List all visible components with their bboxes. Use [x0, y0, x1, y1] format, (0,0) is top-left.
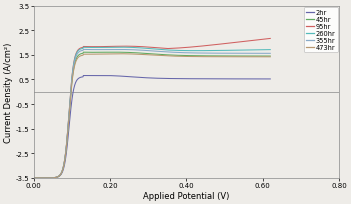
2hr [97, 75, 101, 77]
260hr [194, 50, 199, 53]
355hr [32, 177, 36, 179]
2hr [32, 177, 36, 179]
Legend: 2hr, 45hr, 95hr, 260hr, 355hr, 473hr: 2hr, 45hr, 95hr, 260hr, 355hr, 473hr [304, 8, 338, 53]
2hr [181, 78, 185, 81]
473hr [117, 53, 121, 56]
45hr [146, 53, 150, 55]
2hr [146, 77, 150, 80]
473hr [216, 56, 220, 59]
260hr [268, 49, 272, 52]
473hr [181, 56, 185, 58]
355hr [146, 50, 150, 53]
355hr [198, 53, 202, 55]
260hr [32, 177, 36, 179]
473hr [32, 177, 36, 179]
355hr [181, 52, 185, 55]
260hr [198, 50, 202, 53]
260hr [118, 47, 122, 49]
2hr [216, 78, 220, 81]
95hr [90, 46, 94, 49]
Line: 2hr: 2hr [34, 76, 270, 178]
473hr [90, 54, 94, 56]
45hr [198, 55, 202, 58]
Y-axis label: Current Density (A/cm²): Current Density (A/cm²) [4, 42, 13, 142]
355hr [216, 53, 220, 55]
Line: 355hr: 355hr [34, 50, 270, 178]
473hr [194, 56, 199, 59]
95hr [268, 38, 272, 40]
2hr [194, 78, 199, 81]
260hr [90, 47, 94, 49]
45hr [90, 52, 94, 54]
95hr [197, 46, 201, 48]
45hr [32, 177, 36, 179]
355hr [90, 49, 94, 52]
2hr [268, 78, 272, 81]
2hr [90, 75, 94, 77]
95hr [32, 177, 36, 179]
260hr [181, 50, 185, 52]
Line: 45hr: 45hr [34, 53, 270, 178]
45hr [194, 55, 199, 58]
Line: 473hr: 473hr [34, 54, 270, 178]
95hr [194, 46, 198, 49]
355hr [194, 52, 199, 55]
45hr [112, 52, 116, 54]
260hr [146, 48, 150, 50]
95hr [181, 47, 185, 50]
45hr [268, 55, 272, 58]
45hr [181, 55, 185, 58]
355hr [81, 49, 85, 51]
X-axis label: Applied Potential (V): Applied Potential (V) [143, 191, 230, 200]
473hr [268, 56, 272, 59]
95hr [146, 47, 150, 49]
260hr [216, 50, 220, 52]
473hr [146, 54, 150, 57]
Line: 260hr: 260hr [34, 48, 270, 178]
473hr [198, 56, 202, 59]
45hr [216, 55, 220, 58]
Line: 95hr: 95hr [34, 39, 270, 178]
95hr [216, 44, 220, 46]
355hr [268, 53, 272, 55]
2hr [198, 78, 202, 81]
